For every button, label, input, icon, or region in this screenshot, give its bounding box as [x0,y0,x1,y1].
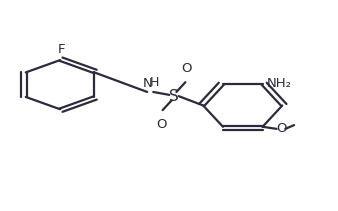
Text: O: O [156,118,167,131]
Text: O: O [277,122,287,135]
Text: O: O [182,62,192,75]
Text: NH₂: NH₂ [267,77,292,90]
Text: F: F [58,43,66,55]
Text: S: S [169,89,179,104]
Text: H: H [150,76,159,89]
Text: N: N [142,77,152,90]
